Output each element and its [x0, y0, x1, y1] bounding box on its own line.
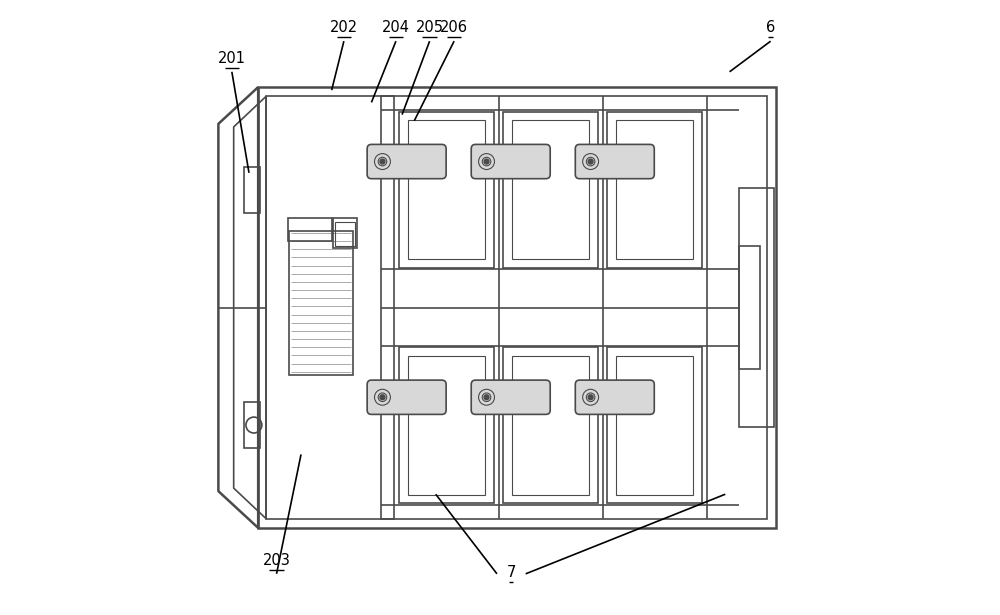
- Bar: [244, 167, 260, 213]
- Bar: [512, 120, 589, 259]
- Bar: [258, 87, 776, 528]
- Bar: [288, 218, 332, 241]
- Text: 205: 205: [416, 20, 444, 35]
- Text: 7: 7: [506, 565, 516, 580]
- Bar: [333, 218, 357, 247]
- Bar: [607, 347, 702, 504]
- Text: 204: 204: [382, 20, 410, 35]
- Circle shape: [380, 395, 385, 400]
- Bar: [399, 347, 494, 504]
- Text: 203: 203: [263, 553, 290, 568]
- FancyBboxPatch shape: [367, 380, 446, 415]
- Bar: [739, 188, 774, 427]
- Bar: [399, 111, 494, 268]
- Bar: [739, 246, 760, 369]
- Bar: [266, 97, 767, 518]
- FancyBboxPatch shape: [471, 380, 550, 415]
- Bar: [408, 356, 485, 495]
- Bar: [244, 402, 260, 448]
- FancyBboxPatch shape: [367, 145, 446, 179]
- FancyBboxPatch shape: [575, 380, 654, 415]
- Bar: [503, 111, 598, 268]
- FancyBboxPatch shape: [471, 145, 550, 179]
- Bar: [503, 347, 598, 504]
- Bar: [512, 356, 589, 495]
- Text: 202: 202: [330, 20, 358, 35]
- Bar: [335, 223, 355, 245]
- Bar: [381, 97, 394, 518]
- Text: 206: 206: [440, 20, 468, 35]
- Bar: [408, 120, 485, 259]
- Text: 201: 201: [218, 50, 246, 66]
- Circle shape: [588, 159, 593, 164]
- Bar: [289, 231, 353, 375]
- FancyBboxPatch shape: [575, 145, 654, 179]
- Circle shape: [484, 395, 489, 400]
- Bar: [616, 356, 693, 495]
- Circle shape: [484, 159, 489, 164]
- Bar: [616, 120, 693, 259]
- Bar: [607, 111, 702, 268]
- Circle shape: [588, 395, 593, 400]
- Text: 6: 6: [766, 20, 775, 35]
- Circle shape: [380, 159, 385, 164]
